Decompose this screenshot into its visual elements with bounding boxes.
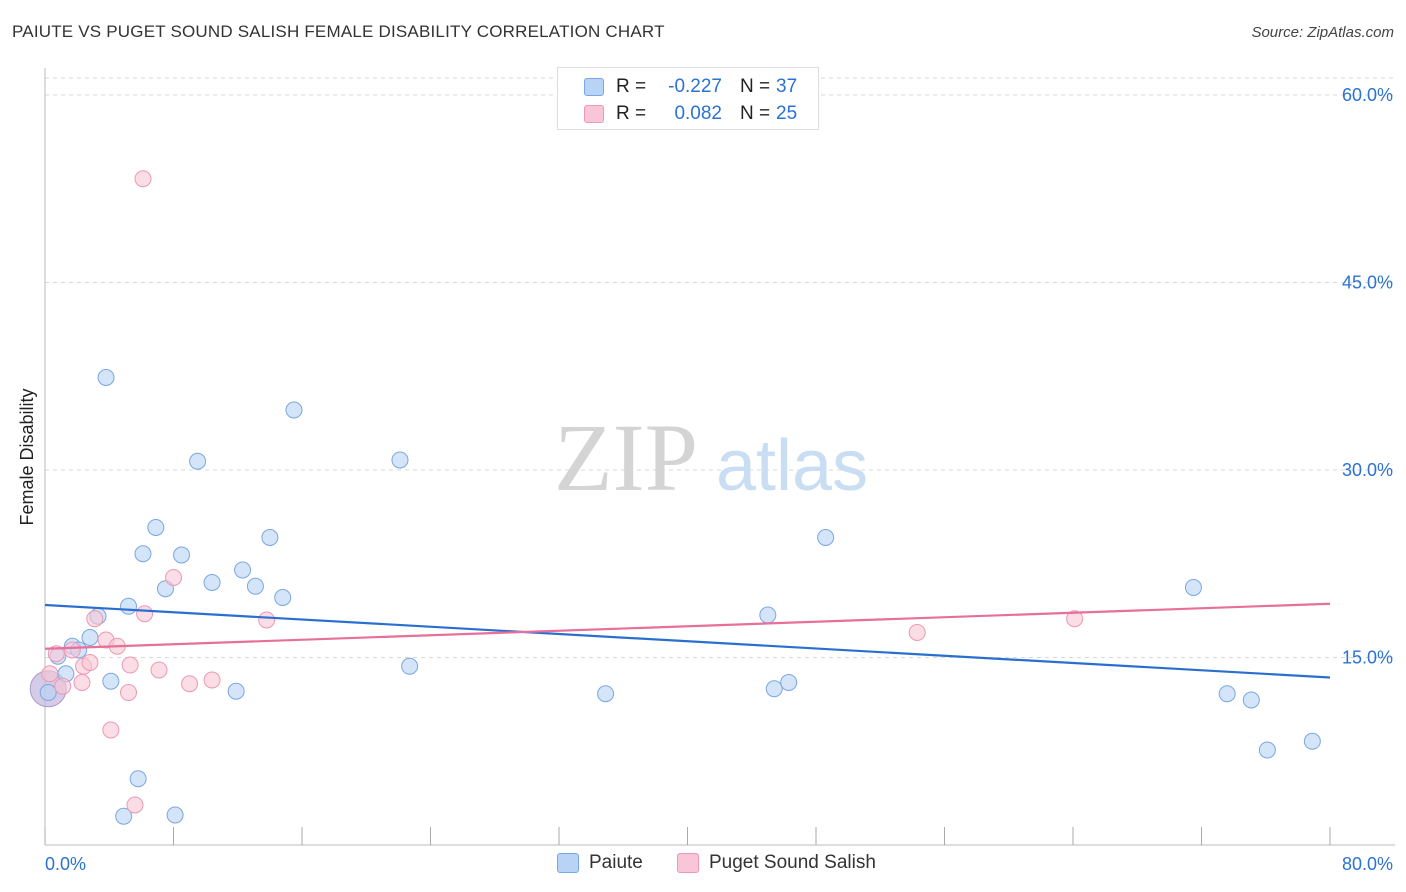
- points-layer: [29, 170, 1331, 825]
- paiute-point: [203, 574, 221, 591]
- n-value: 37: [776, 76, 798, 97]
- salish-point: [134, 170, 152, 188]
- paiute-trendline: [44, 603, 1331, 679]
- paiute-point: [129, 770, 147, 788]
- source-label: Source: ZipAtlas.com: [1251, 24, 1394, 41]
- salish-point: [86, 610, 104, 628]
- watermark: ZIP atlas: [554, 404, 868, 511]
- r-label: R =: [616, 76, 647, 97]
- label-layer: 15.0% 30.0% 45.0% 60.0% 0.0% 80.0% Female Disa…: [17, 85, 1393, 874]
- salish-point: [102, 721, 120, 739]
- legend-item-salish[interactable]: Puget Sound Salish: [677, 852, 876, 874]
- paiute-point: [780, 674, 798, 691]
- paiute-point: [120, 597, 138, 615]
- salish-point: [63, 641, 81, 659]
- salish-point: [136, 605, 154, 623]
- paiute-point: [234, 561, 252, 579]
- salish-swatch: [584, 105, 604, 123]
- paiute-point: [1303, 732, 1321, 750]
- paiute-legend-label: Paiute: [589, 852, 643, 873]
- paiute-legend-swatch: [557, 853, 579, 873]
- chart-title: PAIUTE VS PUGET SOUND SALISH FEMALE DISA…: [12, 22, 665, 41]
- r-value: -0.227: [668, 76, 722, 97]
- legend-row-paiute: R = -0.227 N = 37: [584, 75, 797, 99]
- correlation-legend: R = -0.227 N = 37 R = 0.082 N = 25: [557, 67, 819, 130]
- salish-point: [258, 611, 276, 629]
- salish-trendline: [44, 602, 1331, 650]
- paiute-point: [147, 519, 165, 536]
- paiute-point: [81, 629, 99, 646]
- y-tick-label: 30.0%: [1342, 460, 1393, 480]
- paiute-point: [1242, 691, 1260, 709]
- paiute-point: [261, 529, 279, 546]
- axis-layer: [44, 68, 1395, 846]
- salish-point: [908, 624, 926, 641]
- x-tick-label: 80.0%: [1342, 854, 1393, 874]
- r-label: R =: [616, 103, 647, 124]
- paiute-point: [97, 369, 115, 386]
- paiute-point: [597, 685, 615, 703]
- paiute-point: [401, 657, 419, 675]
- y-tick-label: 60.0%: [1342, 85, 1393, 105]
- salish-point: [126, 796, 144, 814]
- paiute-point: [817, 529, 835, 546]
- r-value: 0.082: [674, 103, 722, 124]
- paiute-point: [166, 806, 184, 824]
- salish-point: [47, 645, 65, 663]
- salish-point: [181, 675, 199, 693]
- paiute-point: [274, 589, 292, 606]
- y-axis-title: Female Disability: [17, 388, 37, 525]
- n-label: N =: [740, 76, 771, 97]
- n-label: N =: [740, 103, 771, 124]
- y-tick-label: 15.0%: [1342, 648, 1393, 668]
- salish-point: [1066, 610, 1084, 628]
- legend-item-paiute[interactable]: Paiute: [557, 852, 643, 874]
- paiute-point: [246, 577, 264, 595]
- paiute-point: [1258, 741, 1276, 759]
- salish-point: [121, 656, 139, 674]
- salish-legend-label: Puget Sound Salish: [709, 852, 876, 873]
- legend-row-salish: R = 0.082 N = 25: [584, 102, 797, 126]
- paiute-point: [759, 606, 777, 624]
- salish-point: [81, 654, 99, 671]
- paiute-point: [115, 807, 133, 825]
- paiute-point: [1184, 579, 1202, 596]
- paiute-point: [227, 682, 245, 700]
- salish-point: [165, 569, 182, 586]
- paiute-point: [173, 546, 191, 564]
- paiute-point: [102, 672, 120, 690]
- salish-point: [150, 661, 168, 679]
- paiute-point: [134, 545, 152, 563]
- salish-point: [73, 674, 91, 691]
- salish-point: [203, 671, 221, 689]
- paiute-point: [1218, 685, 1236, 703]
- salish-legend-swatch: [677, 853, 699, 873]
- watermark-zip: ZIP: [554, 404, 698, 511]
- x-tick-label: 0.0%: [45, 854, 86, 874]
- n-value: 25: [776, 103, 798, 124]
- salish-point: [120, 684, 138, 701]
- salish-point: [41, 665, 59, 683]
- y-tick-label: 45.0%: [1342, 273, 1393, 293]
- watermark-atlas: atlas: [716, 426, 868, 506]
- paiute-point: [189, 452, 207, 470]
- paiute-point: [391, 451, 409, 469]
- paiute-swatch: [584, 78, 604, 96]
- paiute-point: [39, 684, 57, 701]
- paiute-point: [285, 401, 303, 419]
- salish-point: [54, 677, 72, 695]
- paiute-point: [765, 680, 783, 698]
